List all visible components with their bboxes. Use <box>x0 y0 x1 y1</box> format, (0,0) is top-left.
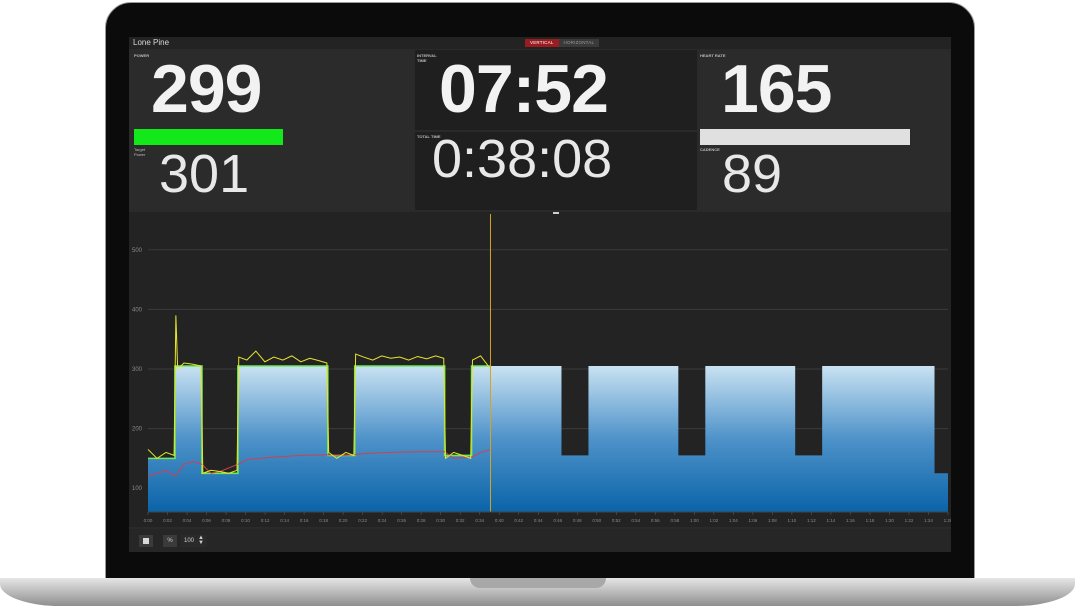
workout-chart-panel: 100 200 300 400 500 0:00 0:02 0:04 0:06 0:08 0:10 0… <box>129 212 951 527</box>
power-line <box>147 315 491 474</box>
x-tick-label: 0:42 <box>514 518 523 523</box>
x-tick-label: 0:32 <box>456 518 465 523</box>
y-tick-label: 300 <box>132 367 143 373</box>
x-tick-label: 1:12 <box>807 518 816 523</box>
x-tick-label: 1:18 <box>866 518 875 523</box>
x-tick-label: 0:46 <box>553 518 562 523</box>
y-tick-label: 200 <box>132 427 143 433</box>
x-tick-label: 0:26 <box>397 518 406 523</box>
x-tick-label: 0:52 <box>612 518 621 523</box>
x-tick-label: 0:20 <box>339 518 348 523</box>
y-tick-label: 400 <box>132 307 143 313</box>
target-power-label: Target Power <box>134 147 146 157</box>
square-icon <box>143 538 149 544</box>
workout-area <box>148 366 948 512</box>
workout-chart: 100 200 300 400 500 0:00 0:02 0:04 0:06 0:08 0:10 0… <box>132 214 951 523</box>
x-tick-label: 1:10 <box>788 518 797 523</box>
x-tick-label: 0:04 <box>183 518 192 523</box>
heart-rate-bar <box>700 129 910 145</box>
power-value: 299 <box>151 51 262 127</box>
x-tick-label: 0:48 <box>573 518 582 523</box>
interval-time-value: 07:52 <box>439 51 609 127</box>
total-time-value: 0:38:08 <box>432 129 613 189</box>
power-label: POWER <box>134 53 150 58</box>
x-tick-label: 0:34 <box>475 518 484 523</box>
x-tick-label: 0:58 <box>670 518 679 523</box>
y-tick-label: 500 <box>132 248 143 254</box>
interval-time-label: INTERVAL TIME <box>417 53 437 63</box>
x-tick-label: 0:28 <box>417 518 426 523</box>
cadence-value: 89 <box>722 144 783 204</box>
x-tick-label: 0:44 <box>534 518 543 523</box>
x-tick-label: 1:14 <box>827 518 836 523</box>
heart-rate-label: HEART RATE <box>700 53 726 58</box>
horizontal-mode-button[interactable]: HORIZONTAL <box>558 39 600 47</box>
heart-rate-line <box>147 448 491 477</box>
x-tick-label: 0:00 <box>144 518 153 523</box>
x-tick-label: 0:56 <box>651 518 660 523</box>
x-tick-label: 1:16 <box>846 518 855 523</box>
x-tick-label: 0:12 <box>261 518 270 523</box>
x-tick-label: 0:18 <box>319 518 328 523</box>
y-tick-label: 100 <box>132 486 143 492</box>
cadence-label: CADENCE <box>700 147 720 152</box>
x-tick-label: 0:30 <box>436 518 445 523</box>
bottom-toolbar <box>129 529 951 552</box>
x-tick-label: 0:24 <box>378 518 387 523</box>
x-tick-label: 0:16 <box>300 518 309 523</box>
x-tick-label: 0:50 <box>592 518 601 523</box>
x-tick-label: 0:10 <box>241 518 250 523</box>
percent-icon: % <box>167 538 173 544</box>
stepper-arrows-icon[interactable]: ▲ ▼ <box>198 535 204 546</box>
resize-handle[interactable] <box>553 212 559 214</box>
x-tick-label: 1:00 <box>690 518 699 523</box>
x-tick-label: 0:06 <box>202 518 211 523</box>
total-time-tile <box>415 132 697 210</box>
x-tick-label: 1:22 <box>905 518 914 523</box>
x-tick-label: 1:08 <box>768 518 777 523</box>
x-tick-label: 0:08 <box>222 518 231 523</box>
heart-rate-value: 165 <box>721 51 832 127</box>
x-tick-label: 1:26 <box>944 518 951 523</box>
x-tick-label: 1:20 <box>885 518 894 523</box>
layout-mode-toggle[interactable]: VERTICAL HORIZONTAL <box>525 39 600 47</box>
x-tick-label: 1:24 <box>924 518 933 523</box>
x-tick-label: 1:02 <box>709 518 718 523</box>
stop-button[interactable] <box>139 535 153 547</box>
laptop-notch <box>470 578 606 588</box>
interval-time-tile <box>415 50 697 130</box>
x-tick-label: 0:40 <box>495 518 504 523</box>
x-tick-label: 0:02 <box>163 518 172 523</box>
x-tick-label: 0:54 <box>631 518 640 523</box>
power-bar <box>134 129 283 145</box>
target-power-value: 301 <box>159 144 250 204</box>
vertical-mode-button[interactable]: VERTICAL <box>525 39 559 47</box>
x-tick-label: 0:14 <box>280 518 289 523</box>
app-screen: Lone Pine VERTICAL HORIZONTAL POWER 299 … <box>129 37 951 552</box>
title-bar: Lone Pine VERTICAL HORIZONTAL <box>129 37 951 49</box>
zoom-stepper[interactable]: 100 ▲ ▼ <box>181 535 207 547</box>
zoom-value: 100 <box>184 538 195 544</box>
total-time-label: TOTAL TIME <box>417 134 441 139</box>
x-tick-label: 1:04 <box>729 518 738 523</box>
percent-button[interactable]: % <box>163 535 177 547</box>
x-tick-label: 1:06 <box>748 518 757 523</box>
x-tick-label: 0:22 <box>358 518 367 523</box>
app-title: Lone Pine <box>133 38 170 47</box>
